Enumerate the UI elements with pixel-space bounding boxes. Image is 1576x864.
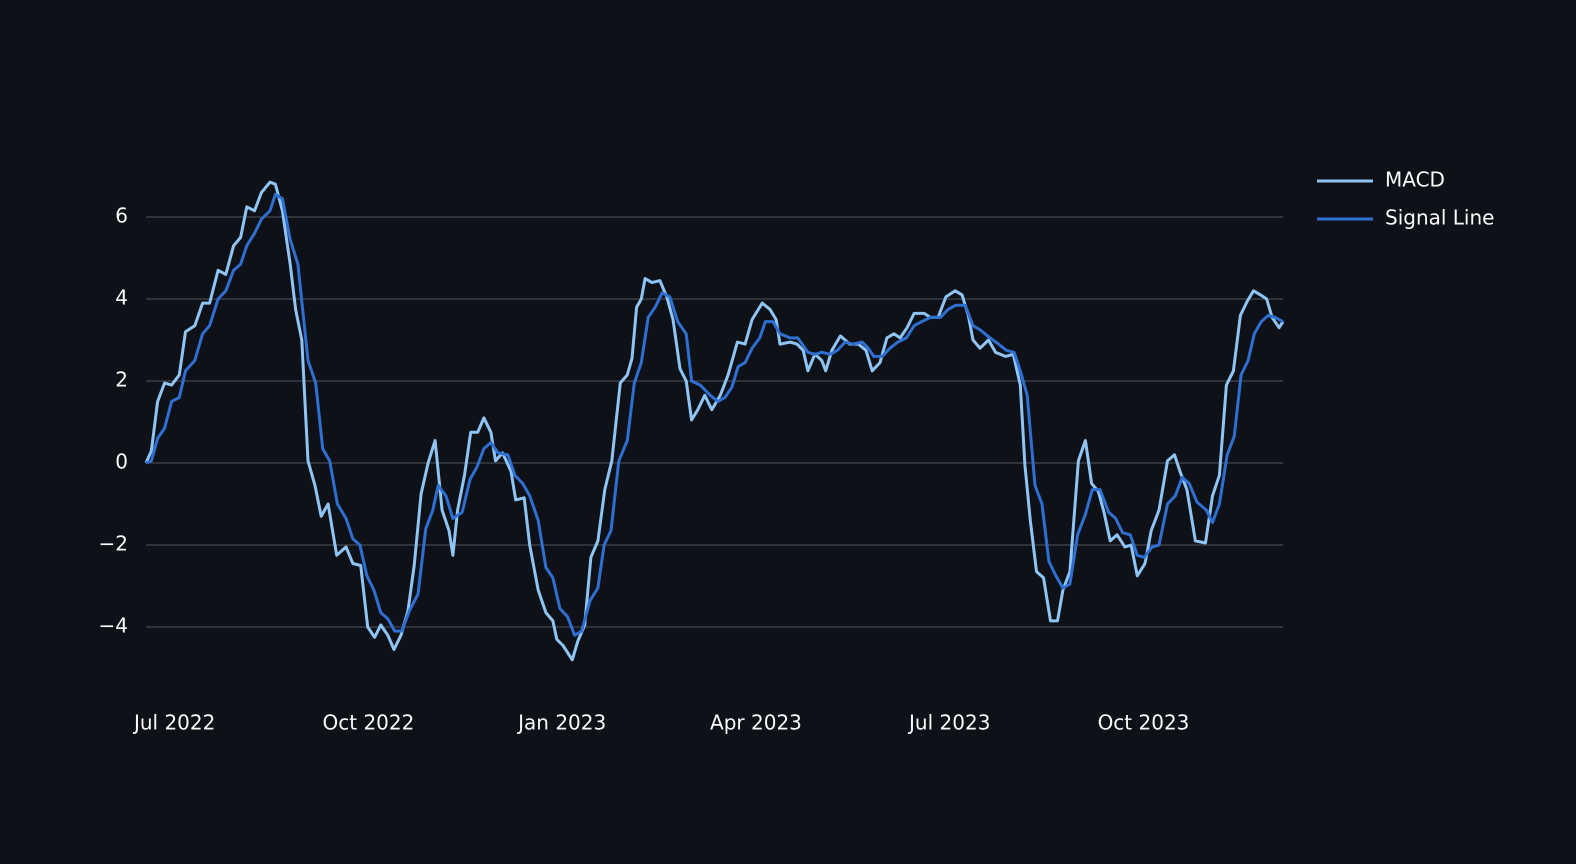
y-tick-label: −2 <box>99 532 128 556</box>
y-tick-label: 2 <box>115 368 128 392</box>
legend-label: MACD <box>1385 168 1445 192</box>
y-tick-label: 0 <box>115 450 128 474</box>
x-tick-label: Jul 2023 <box>907 711 990 735</box>
legend-label: Signal Line <box>1385 206 1494 230</box>
x-tick-label: Jul 2022 <box>132 711 215 735</box>
y-tick-label: −4 <box>99 614 128 638</box>
x-tick-label: Oct 2022 <box>323 711 415 735</box>
y-tick-label: 6 <box>115 204 128 228</box>
series-line <box>145 192 1284 637</box>
x-tick-label: Jan 2023 <box>516 711 606 735</box>
series-line <box>144 180 1285 662</box>
x-tick-label: Apr 2023 <box>710 711 802 735</box>
x-tick-label: Oct 2023 <box>1098 711 1190 735</box>
y-tick-label: 4 <box>115 286 128 310</box>
